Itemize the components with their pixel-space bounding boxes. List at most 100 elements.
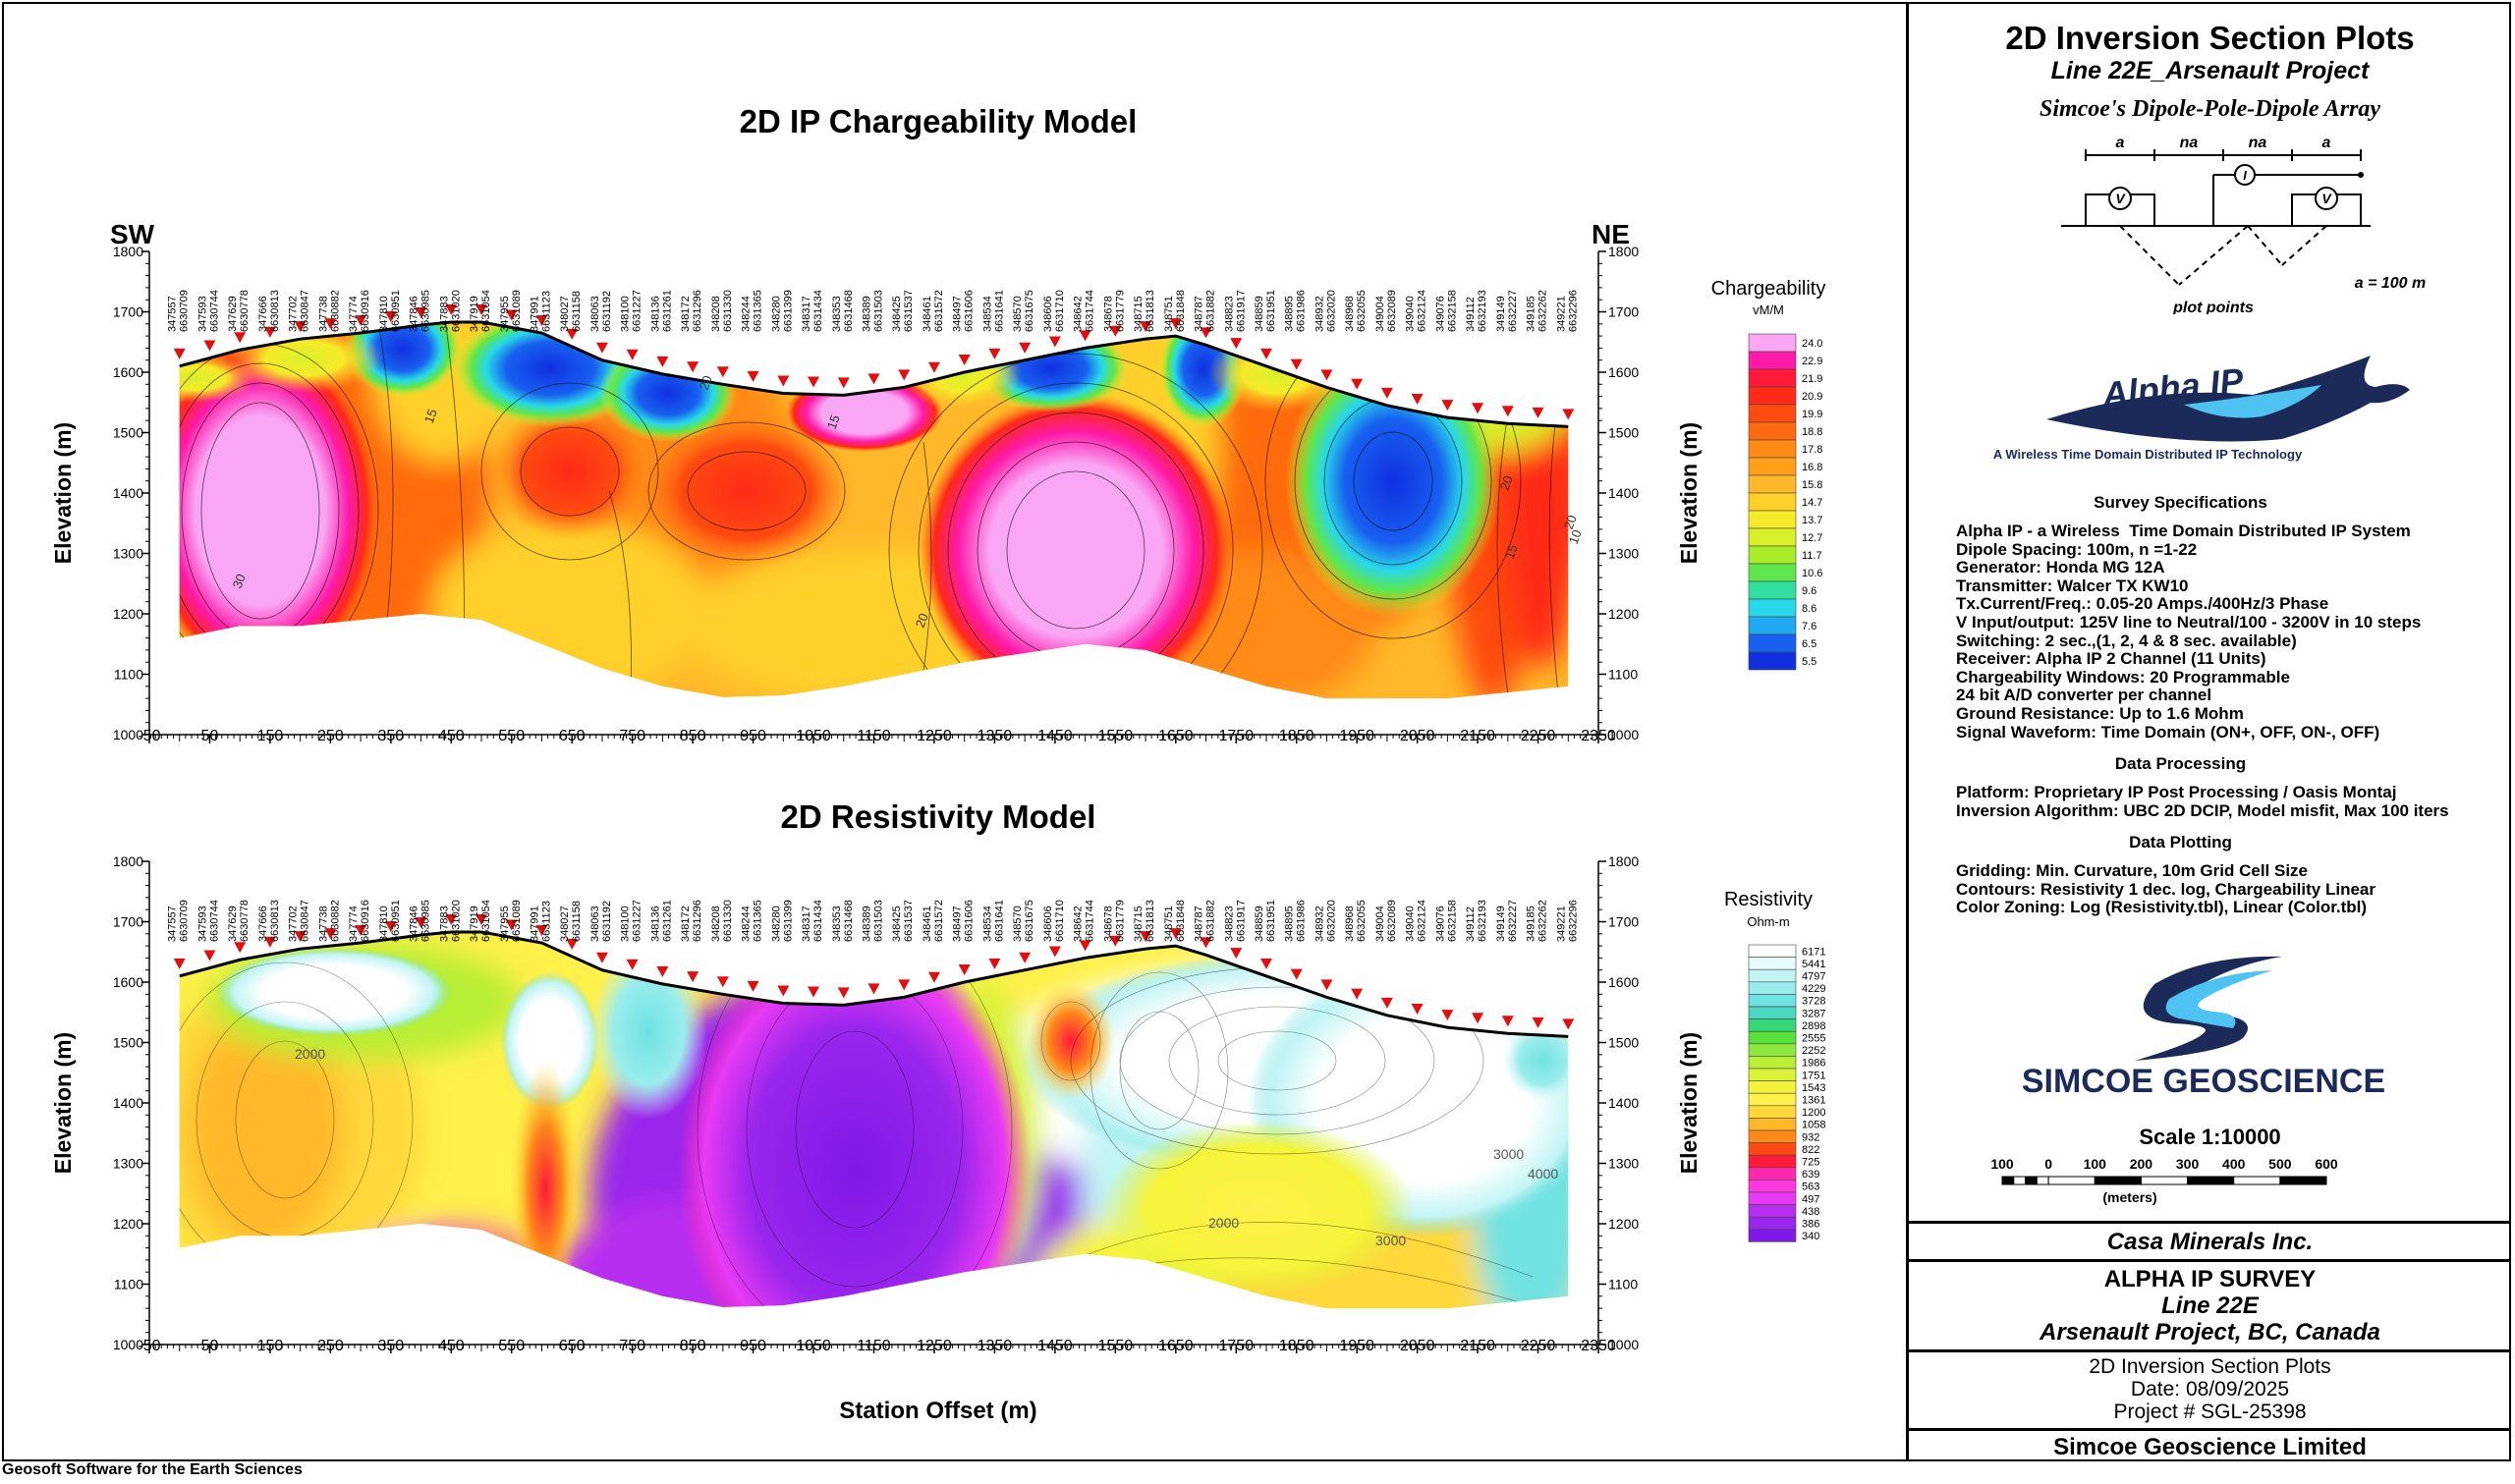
station-northing: 6632227 — [1507, 290, 1519, 332]
legend-value: 932 — [1802, 1131, 1819, 1143]
legend-swatch — [1748, 1216, 1797, 1231]
station-easting: 347593 — [196, 296, 208, 332]
survey-spec-line: Transmitter: Walcer TX KW10 — [1956, 576, 2189, 595]
survey-spec-line: Dipole Spacing: 100m, n =1-22 — [1956, 539, 2198, 559]
station-northing: 6630951 — [390, 900, 402, 942]
legend-swatch — [1748, 633, 1797, 653]
legend-value: 13.7 — [1802, 515, 1822, 526]
station-northing: 6631951 — [1265, 290, 1277, 332]
legend-value: 4797 — [1802, 971, 1825, 983]
simcoe-logo-text: SIMCOE GEOSCIENCE — [2022, 1063, 2385, 1100]
station-easting: 348389 — [862, 906, 873, 942]
station-marker — [656, 356, 669, 367]
contour-label: 3000 — [1375, 1233, 1406, 1248]
array-diagram: V V I a na na a plot points a = 100 m — [2061, 135, 2427, 314]
chargeability-title: 2D IP Chargeability Model — [740, 103, 1138, 139]
station-northing: 6631675 — [1024, 900, 1035, 942]
a-spacing-label: a = 100 m — [2355, 275, 2427, 292]
station-northing: 6630882 — [329, 290, 341, 332]
station-marker — [958, 964, 971, 975]
station-easting: 348534 — [981, 906, 993, 942]
station-marker — [1351, 988, 1364, 1000]
legend-value: 2898 — [1802, 1020, 1825, 1032]
legend-value: 21.9 — [1802, 373, 1822, 385]
station-northing: 6631744 — [1085, 290, 1096, 332]
alpha-ip-logo: Alpha IP A Wireless Time Domain Distribu… — [1993, 356, 2410, 462]
station-marker — [445, 303, 458, 315]
station-easting: 347919 — [469, 296, 480, 332]
station-easting: 347955 — [499, 296, 511, 332]
station-northing: 6630847 — [300, 900, 311, 942]
title-block: 2D Inversion Section Plots Line 22E_Arse… — [1906, 2, 2511, 1461]
station-northing: 6632020 — [1325, 900, 1337, 942]
station-northing: 6631434 — [812, 290, 824, 332]
station-easting: 348353 — [831, 296, 843, 332]
y-tick-label: 1400 — [1608, 485, 1639, 501]
contour-label: 20 — [1561, 513, 1580, 531]
station-easting: 349112 — [1465, 907, 1477, 942]
station-easting: 347774 — [348, 296, 360, 332]
y-tick-label: 1600 — [1608, 974, 1639, 990]
station-easting: 348063 — [589, 906, 601, 942]
station-easting: 347702 — [288, 296, 300, 332]
x-tick-label: 350 — [377, 728, 404, 744]
station-northing: 6631261 — [661, 290, 673, 332]
station-marker — [415, 307, 427, 319]
x-tick-label: 650 — [559, 728, 586, 744]
station-northing: 6632193 — [1477, 900, 1488, 942]
station-easting: 349185 — [1526, 906, 1537, 942]
station-easting: 349185 — [1526, 296, 1537, 332]
station-easting: 349004 — [1374, 906, 1386, 942]
array-label-a1: a — [2116, 135, 2125, 151]
legend-value: 1361 — [1802, 1095, 1825, 1107]
subtitle: Line 22E_Arsenault Project — [2050, 57, 2370, 84]
station-northing: 6631503 — [873, 900, 885, 942]
station-northing: 6632089 — [1386, 290, 1398, 332]
station-northing: 6631813 — [1145, 900, 1156, 942]
scale-tick-label: 100 — [2084, 1156, 2107, 1172]
station-marker — [1472, 1013, 1484, 1024]
legend-value: 2252 — [1802, 1045, 1825, 1057]
station-northing: 6631882 — [1205, 290, 1217, 332]
y-tick-label: 1200 — [113, 606, 143, 622]
x-tick-label: 850 — [680, 1338, 706, 1354]
station-easting: 347629 — [227, 906, 239, 942]
x-tick-label: 1250 — [917, 1338, 952, 1354]
station-northing: 6632089 — [1386, 900, 1398, 942]
legend-value: 822 — [1802, 1144, 1819, 1156]
resistivity-legend-unit: Ohm-m — [1747, 914, 1789, 929]
legend-value: 1058 — [1802, 1120, 1825, 1131]
station-easting: 348389 — [862, 296, 873, 332]
station-marker — [927, 971, 940, 983]
station-northing: 6631434 — [812, 900, 824, 942]
x-tick-label: 1350 — [978, 728, 1013, 744]
x-tick-label: 1150 — [857, 728, 891, 744]
station-easting: 348208 — [710, 906, 722, 942]
station-easting: 348715 — [1133, 296, 1145, 332]
station-easting: 348606 — [1042, 296, 1054, 332]
scale-tick-label: 400 — [2222, 1156, 2246, 1172]
station-marker — [1501, 406, 1514, 417]
station-easting: 348172 — [680, 906, 692, 942]
x-tick-label: 850 — [680, 728, 706, 744]
data-plotting-line: Color Zoning: Log (Resistivity.tbl), Lin… — [1956, 898, 2368, 917]
y-tick-label: 1500 — [113, 425, 143, 441]
station-northing: 6631123 — [540, 901, 552, 942]
contour-label: 4000 — [1528, 1166, 1558, 1182]
station-marker — [1048, 946, 1061, 958]
legend-value: 1543 — [1802, 1082, 1825, 1094]
station-northing: 6631330 — [722, 290, 734, 332]
x-tick-label: -50 — [138, 1338, 160, 1354]
station-easting: 347666 — [257, 906, 269, 942]
station-marker — [988, 348, 1001, 359]
station-northing: 6630778 — [239, 290, 251, 332]
main-title: 2D Inversion Section Plots — [2005, 20, 2415, 56]
legend-swatch — [1748, 351, 1797, 370]
station-easting: 348353 — [831, 906, 843, 942]
x-tick-label: 250 — [317, 728, 344, 744]
station-marker — [294, 931, 307, 943]
station-marker — [234, 332, 247, 344]
station-northing: 6630985 — [420, 900, 432, 942]
legend-swatch — [1748, 580, 1797, 600]
station-northing: 6630882 — [329, 900, 341, 942]
